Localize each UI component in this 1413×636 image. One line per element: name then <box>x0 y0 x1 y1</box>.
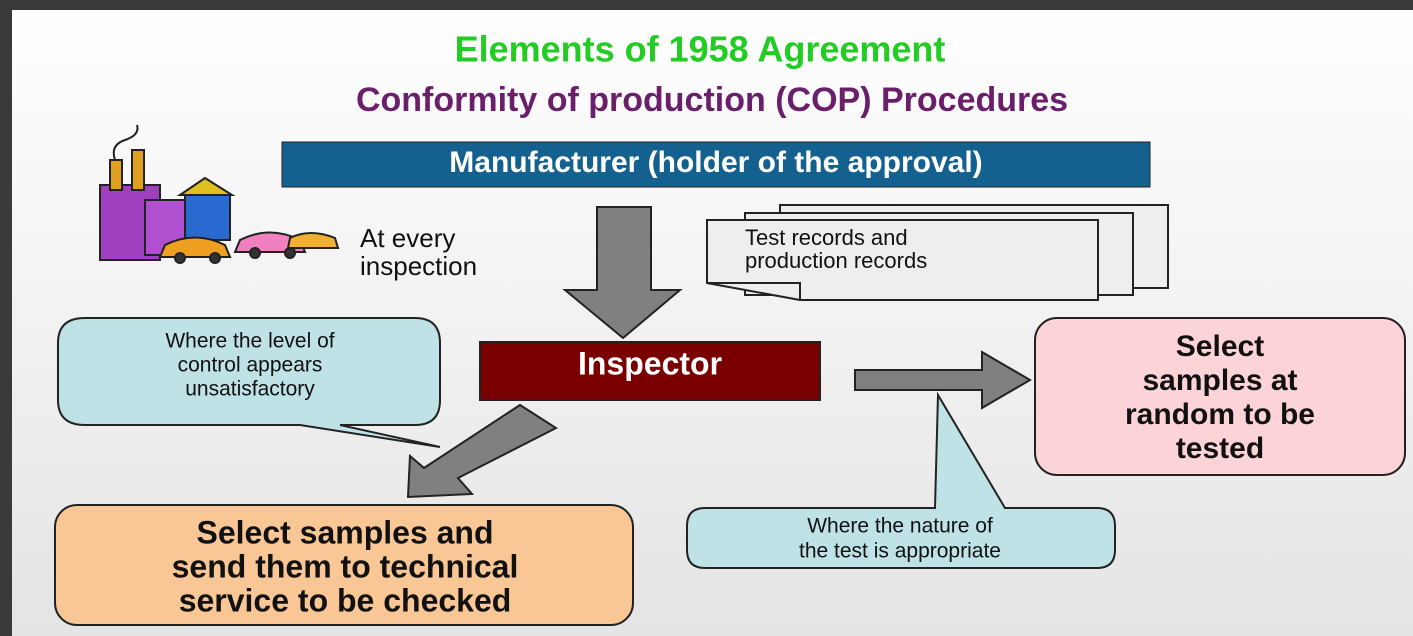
subtitle: Conformity of production (COP) Procedure… <box>356 81 1068 119</box>
document-stack <box>706 204 1169 301</box>
right-arrow <box>854 350 1032 410</box>
diagonal-arrow <box>406 403 559 499</box>
random-samples-label: random to be <box>1125 398 1315 431</box>
factory-icon <box>99 124 340 264</box>
callout-text: the test is appropriate <box>799 540 1001 563</box>
random-samples-label: samples at <box>1142 364 1297 397</box>
manufacturer-label: Manufacturer (holder of the approval) <box>449 146 982 179</box>
inspector-label: Inspector <box>578 345 722 381</box>
manufacturer-box <box>281 141 1151 188</box>
random-samples-label: Select <box>1176 330 1264 363</box>
records-label: production records <box>745 248 927 273</box>
callout-unsatisfactory <box>57 317 441 448</box>
callout-appropriate <box>686 391 1116 569</box>
title: Elements of 1958 Agreement <box>455 29 946 70</box>
inspector-box <box>479 341 821 401</box>
inspection-note: At every <box>360 223 455 253</box>
technical-service-box <box>54 504 634 626</box>
callout-text: unsatisfactory <box>185 378 315 401</box>
technical-service-label: service to be checked <box>179 582 512 618</box>
technical-service-label: send them to technical <box>172 548 519 584</box>
callout-text: Where the nature of <box>807 515 993 538</box>
inspection-note: inspection <box>360 251 477 281</box>
callout-text: Where the level of <box>165 330 334 353</box>
random-samples-box <box>1034 317 1406 476</box>
records-label: Test records and <box>745 225 908 250</box>
technical-service-label: Select samples and <box>196 514 493 550</box>
random-samples-label: tested <box>1176 432 1264 465</box>
down-arrow <box>562 206 683 340</box>
callout-text: control appears <box>178 354 323 377</box>
